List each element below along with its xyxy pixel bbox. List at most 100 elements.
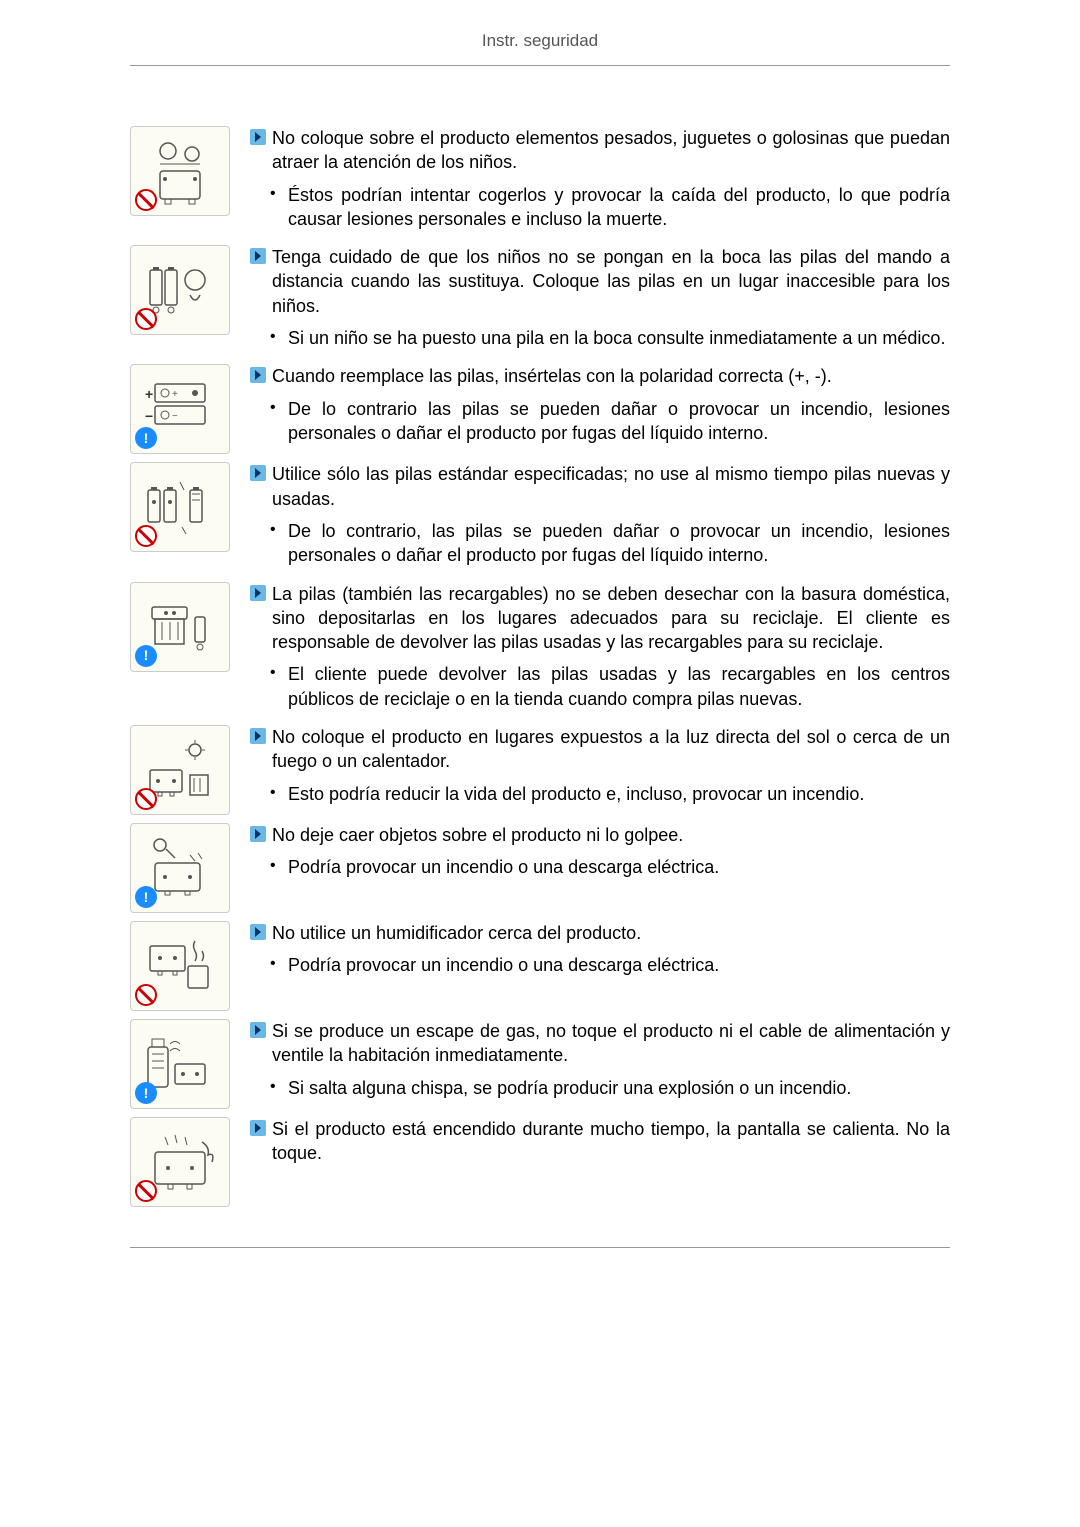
info-badge-icon: ! xyxy=(135,427,157,449)
bullet-dot-icon: • xyxy=(270,183,288,205)
prohibit-badge-icon xyxy=(135,984,157,1006)
bullet-text: De lo contrario las pilas se pueden daña… xyxy=(288,397,950,446)
illustration-box: ! xyxy=(130,582,230,672)
illustration-box xyxy=(130,1117,230,1207)
arrow-bullet-icon xyxy=(250,826,266,842)
info-badge-icon: ! xyxy=(135,1082,157,1104)
svg-text:−: − xyxy=(145,408,153,424)
illustration-box xyxy=(130,126,230,216)
heading-text: Tenga cuidado de que los niños no se pon… xyxy=(272,245,950,318)
text-column: La pilas (también las recargables) no se… xyxy=(250,582,950,717)
safety-section: ! No deje caer objetos sobre el producto … xyxy=(130,823,950,913)
arrow-bullet-icon xyxy=(250,585,266,601)
prohibit-badge-icon xyxy=(135,1180,157,1202)
illustration-box xyxy=(130,921,230,1011)
text-column: No deje caer objetos sobre el producto n… xyxy=(250,823,950,886)
section-heading: Si se produce un escape de gas, no toque… xyxy=(250,1019,950,1068)
heading-text: No coloque el producto en lugares expues… xyxy=(272,725,950,774)
arrow-bullet-icon xyxy=(250,129,266,145)
safety-section: ! Si se produce un escape de gas, no toqu… xyxy=(130,1019,950,1109)
bullet-text: Éstos podrían intentar cogerlos y provoc… xyxy=(288,183,950,232)
svg-text:+: + xyxy=(172,389,178,400)
illustration-box xyxy=(130,725,230,815)
heading-text: No coloque sobre el producto elementos p… xyxy=(272,126,950,175)
section-heading: Utilice sólo las pilas estándar especifi… xyxy=(250,462,950,511)
bullet-item: •Podría provocar un incendio o una desca… xyxy=(250,953,950,977)
page-header: Instr. seguridad xyxy=(130,30,950,66)
safety-section: +−+−!Cuando reemplace las pilas, insérte… xyxy=(130,364,950,454)
heading-text: No utilice un humidificador cerca del pr… xyxy=(272,921,641,945)
bullet-item: •De lo contrario las pilas se pueden dañ… xyxy=(250,397,950,446)
illustration-column xyxy=(130,126,250,216)
section-heading: La pilas (también las recargables) no se… xyxy=(250,582,950,655)
bullet-item: •Podría provocar un incendio o una desca… xyxy=(250,855,950,879)
arrow-bullet-icon xyxy=(250,1022,266,1038)
bullet-item: •El cliente puede devolver las pilas usa… xyxy=(250,662,950,711)
safety-section: ! La pilas (también las recargables) no s… xyxy=(130,582,950,717)
text-column: No utilice un humidificador cerca del pr… xyxy=(250,921,950,984)
safety-section: No coloque el producto en lugares expues… xyxy=(130,725,950,815)
bullet-item: •De lo contrario, las pilas se pueden da… xyxy=(250,519,950,568)
heading-text: Si el producto está encendido durante mu… xyxy=(272,1117,950,1166)
safety-section: Tenga cuidado de que los niños no se pon… xyxy=(130,245,950,356)
bullet-text: El cliente puede devolver las pilas usad… xyxy=(288,662,950,711)
bullet-dot-icon: • xyxy=(270,326,288,348)
prohibit-badge-icon xyxy=(135,308,157,330)
illustration-column xyxy=(130,921,250,1011)
safety-section: No coloque sobre el producto elementos p… xyxy=(130,126,950,237)
info-badge-icon: ! xyxy=(135,886,157,908)
illustration-box: ! xyxy=(130,1019,230,1109)
safety-section: Si el producto está encendido durante mu… xyxy=(130,1117,950,1207)
safety-section: Utilice sólo las pilas estándar especifi… xyxy=(130,462,950,573)
header-title: Instr. seguridad xyxy=(482,31,598,50)
heading-text: Si se produce un escape de gas, no toque… xyxy=(272,1019,950,1068)
text-column: Utilice sólo las pilas estándar especifi… xyxy=(250,462,950,573)
text-column: No coloque sobre el producto elementos p… xyxy=(250,126,950,237)
bullet-dot-icon: • xyxy=(270,662,288,684)
arrow-bullet-icon xyxy=(250,248,266,264)
bullet-dot-icon: • xyxy=(270,397,288,419)
bullet-dot-icon: • xyxy=(270,519,288,541)
bullet-dot-icon: • xyxy=(270,953,288,975)
illustration-column: ! xyxy=(130,1019,250,1109)
arrow-bullet-icon xyxy=(250,1120,266,1136)
bullet-item: •Esto podría reducir la vida del product… xyxy=(250,782,950,806)
section-heading: No deje caer objetos sobre el producto n… xyxy=(250,823,950,847)
section-heading: Si el producto está encendido durante mu… xyxy=(250,1117,950,1166)
illustration-column: +−+−! xyxy=(130,364,250,454)
text-column: No coloque el producto en lugares expues… xyxy=(250,725,950,812)
section-heading: Tenga cuidado de que los niños no se pon… xyxy=(250,245,950,318)
prohibit-badge-icon xyxy=(135,788,157,810)
bullet-item: •Si salta alguna chispa, se podría produ… xyxy=(250,1076,950,1100)
bullet-text: Podría provocar un incendio o una descar… xyxy=(288,855,950,879)
heading-text: No deje caer objetos sobre el producto n… xyxy=(272,823,683,847)
prohibit-badge-icon xyxy=(135,189,157,211)
illustration-column xyxy=(130,725,250,815)
section-heading: Cuando reemplace las pilas, insértelas c… xyxy=(250,364,950,388)
bullet-text: Podría provocar un incendio o una descar… xyxy=(288,953,950,977)
section-heading: No coloque el producto en lugares expues… xyxy=(250,725,950,774)
illustration-box: ! xyxy=(130,823,230,913)
illustration-box xyxy=(130,462,230,552)
bullet-item: •Si un niño se ha puesto una pila en la … xyxy=(250,326,950,350)
heading-text: Cuando reemplace las pilas, insértelas c… xyxy=(272,364,832,388)
arrow-bullet-icon xyxy=(250,728,266,744)
text-column: Cuando reemplace las pilas, insértelas c… xyxy=(250,364,950,451)
text-column: Si el producto está encendido durante mu… xyxy=(250,1117,950,1174)
illustration-column: ! xyxy=(130,823,250,913)
bullet-text: Si salta alguna chispa, se podría produc… xyxy=(288,1076,950,1100)
bullet-dot-icon: • xyxy=(270,1076,288,1098)
section-heading: No coloque sobre el producto elementos p… xyxy=(250,126,950,175)
bullet-text: Si un niño se ha puesto una pila en la b… xyxy=(288,326,950,350)
illustration-column xyxy=(130,462,250,552)
prohibit-badge-icon xyxy=(135,525,157,547)
arrow-bullet-icon xyxy=(250,924,266,940)
svg-text:−: − xyxy=(172,411,178,422)
info-badge-icon: ! xyxy=(135,645,157,667)
content-area: No coloque sobre el producto elementos p… xyxy=(130,126,950,1207)
heading-text: Utilice sólo las pilas estándar especifi… xyxy=(272,462,950,511)
illustration-column xyxy=(130,1117,250,1207)
footer-divider xyxy=(130,1247,950,1248)
safety-section: No utilice un humidificador cerca del pr… xyxy=(130,921,950,1011)
bullet-text: Esto podría reducir la vida del producto… xyxy=(288,782,950,806)
